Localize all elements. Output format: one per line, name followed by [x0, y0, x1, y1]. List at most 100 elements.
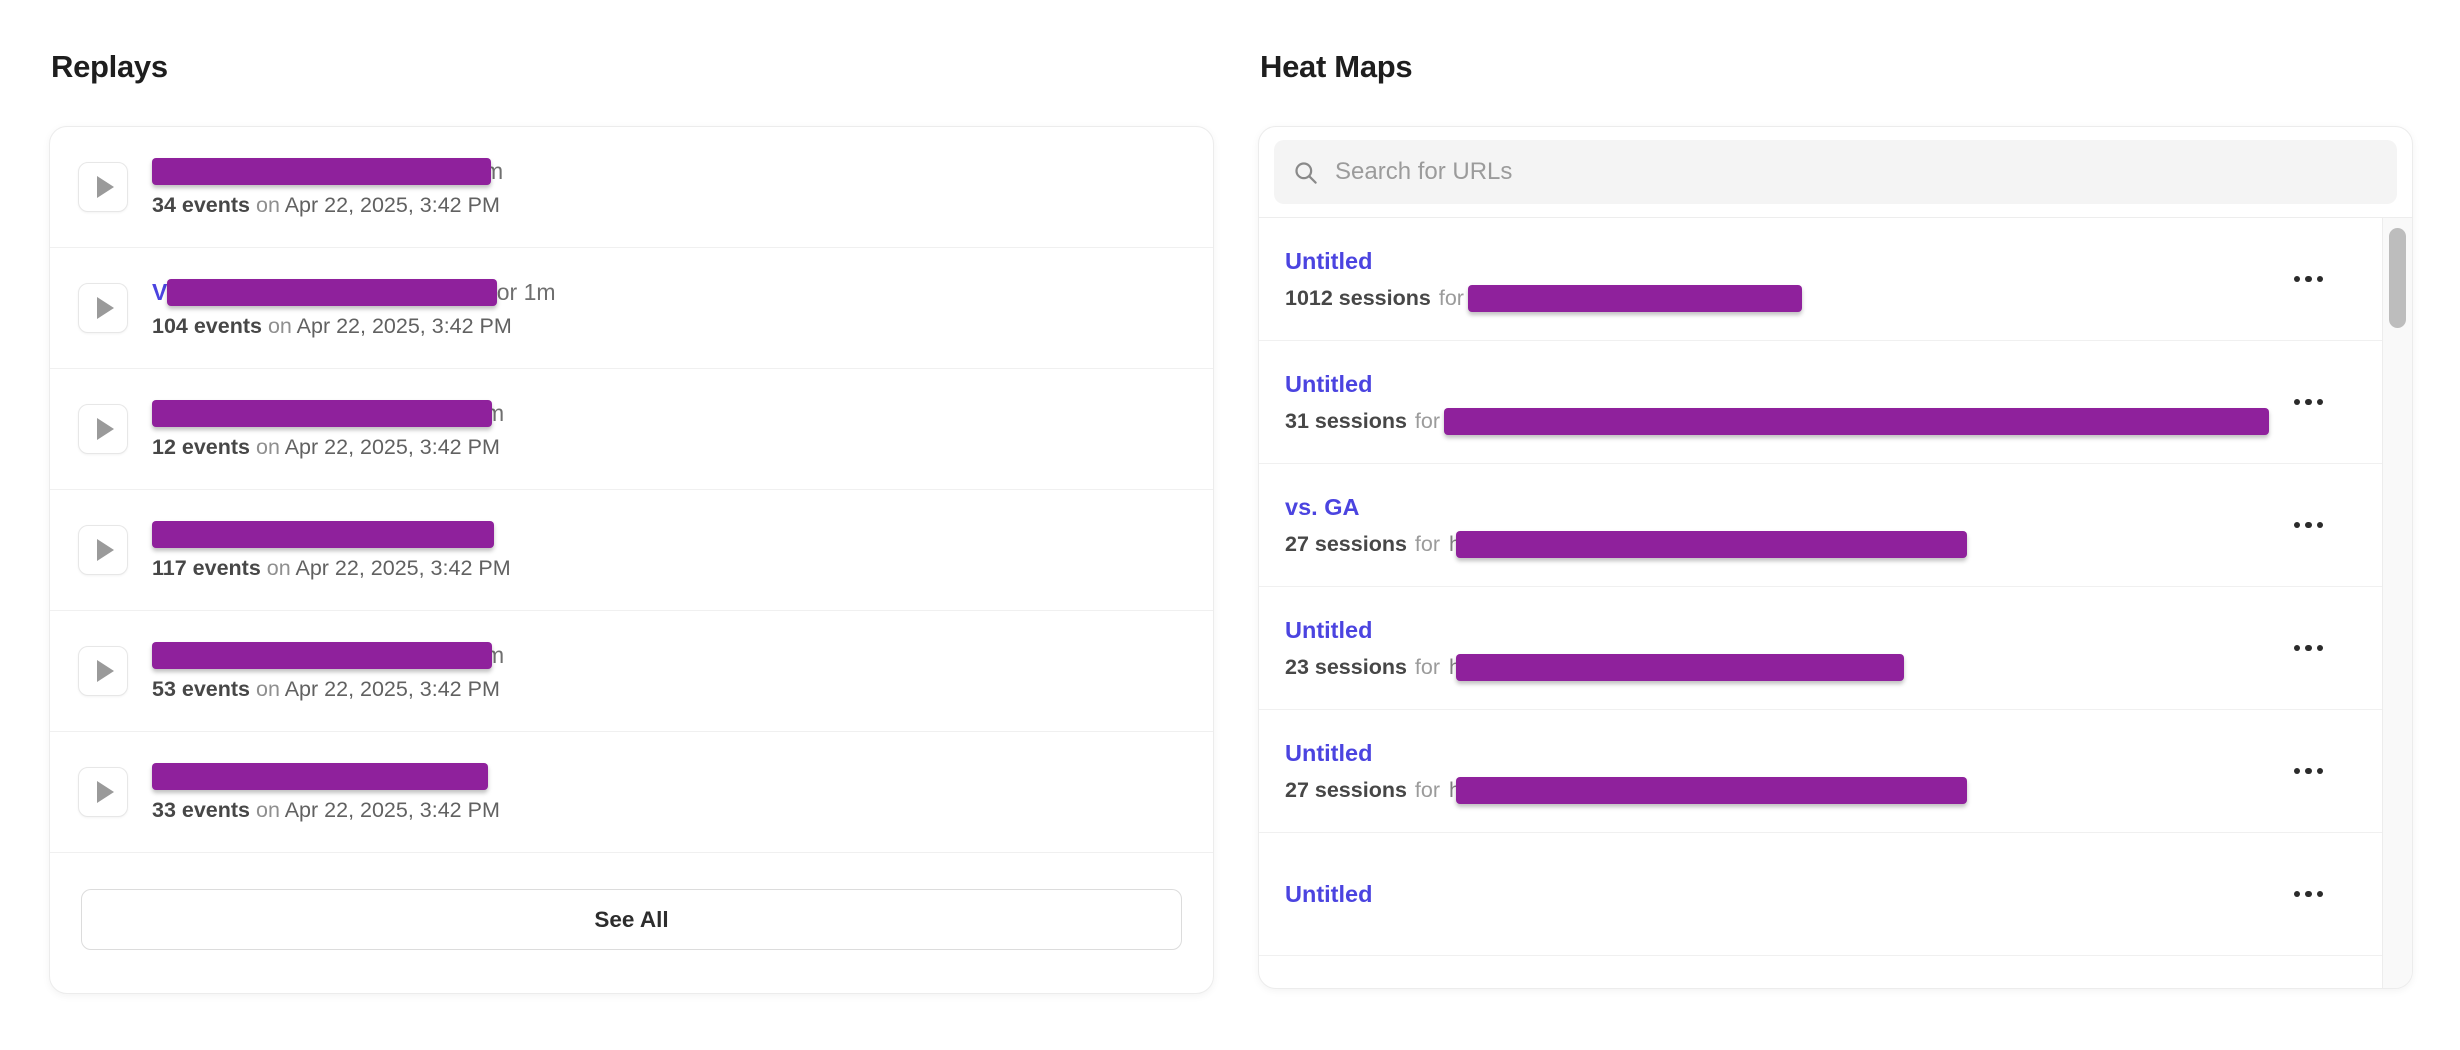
play-button[interactable] [78, 646, 128, 696]
heatmap-info: Untitled 27 sessions for h [1285, 739, 2290, 804]
replays-footer: See All [50, 853, 1213, 950]
heatmap-meta: 1012 sessions for [1285, 284, 2290, 312]
row-menu-button[interactable] [2290, 389, 2328, 416]
event-count: 53 events [152, 676, 251, 701]
url-prefix: h [1449, 778, 1461, 803]
row-menu-button[interactable] [2290, 881, 2328, 908]
scrollbar-thumb[interactable] [2389, 228, 2406, 328]
heatmap-row: Untitled [1259, 956, 2382, 988]
see-all-button[interactable]: See All [81, 889, 1182, 950]
replay-link[interactable]: m [152, 157, 503, 186]
replay-link[interactable]: m [152, 399, 504, 428]
replay-info: m 12 events on Apr 22, 2025, 3:42 PM [152, 399, 504, 460]
heatmap-row: Untitled [1259, 833, 2382, 956]
play-icon [97, 660, 114, 682]
replay-date: Apr 22, 2025, 3:42 PM [295, 555, 511, 580]
heatmap-link[interactable]: vs. GA [1285, 493, 1360, 520]
play-button[interactable] [78, 767, 128, 817]
redaction-bar [1467, 284, 1802, 312]
heatmap-info: Untitled [1285, 880, 2290, 909]
replay-link[interactable] [152, 762, 500, 791]
replay-date: Apr 22, 2025, 3:42 PM [284, 192, 500, 217]
redaction-bar [1455, 530, 1967, 558]
replay-row: 117 events on Apr 22, 2025, 3:42 PM [50, 490, 1213, 611]
heatmap-meta: 27 sessions for h [1285, 776, 2290, 804]
replay-link[interactable]: V for 1m [152, 278, 556, 307]
visitor-name: V [152, 278, 168, 305]
play-button[interactable] [78, 283, 128, 333]
heatmap-link[interactable]: Untitled [1285, 616, 1373, 643]
redaction-bar [1455, 776, 1967, 804]
replay-link[interactable] [152, 520, 511, 549]
heatmap-link[interactable]: Untitled [1285, 984, 1372, 988]
heatmap-info: vs. GA 27 sessions for h [1285, 493, 2290, 558]
search-input[interactable] [1333, 157, 2379, 187]
play-icon [97, 418, 114, 440]
play-button[interactable] [78, 404, 128, 454]
replay-date: Apr 22, 2025, 3:42 PM [296, 313, 512, 338]
heatmap-meta: 23 sessions for h [1285, 653, 2290, 681]
on-label: on [256, 192, 280, 217]
replay-info: 117 events on Apr 22, 2025, 3:42 PM [152, 520, 511, 581]
heatmap-link[interactable]: Untitled [1285, 247, 1373, 274]
replay-meta: 104 events on Apr 22, 2025, 3:42 PM [152, 314, 556, 339]
replay-info: m 53 events on Apr 22, 2025, 3:42 PM [152, 641, 504, 702]
event-count: 34 events [152, 192, 251, 217]
heatmaps-section: Heat Maps Untitled [1258, 50, 2413, 994]
replay-date: Apr 22, 2025, 3:42 PM [284, 797, 500, 822]
dashboard: Replays m 34 events on Apr 22, 2025, 3:4… [49, 50, 2413, 994]
heatmaps-card: Untitled 1012 sessions for Untitled [1258, 126, 2413, 989]
heatmap-row: Untitled 23 sessions for h [1259, 587, 2382, 710]
redaction-bar [152, 641, 492, 669]
replay-date: Apr 22, 2025, 3:42 PM [284, 676, 500, 701]
play-button[interactable] [78, 525, 128, 575]
replay-meta: 34 events on Apr 22, 2025, 3:42 PM [152, 193, 503, 218]
play-button[interactable] [78, 162, 128, 212]
heatmap-info: Untitled 23 sessions for h [1285, 616, 2290, 681]
heatmap-link[interactable]: Untitled [1285, 370, 1373, 397]
heatmap-link[interactable]: Untitled [1285, 739, 1373, 766]
row-menu-button[interactable] [2290, 266, 2328, 293]
on-label: on [267, 313, 292, 338]
heatmap-row: Untitled 27 sessions for h [1259, 710, 2382, 833]
replays-card: m 34 events on Apr 22, 2025, 3:42 PM V f… [49, 126, 1214, 994]
heatmap-row: Untitled 1012 sessions for [1259, 218, 2382, 341]
heatmaps-title: Heat Maps [1260, 49, 1413, 84]
replay-meta: 12 events on Apr 22, 2025, 3:42 PM [152, 435, 504, 460]
replay-row: V for 1m 104 events on Apr 22, 2025, 3:4… [50, 248, 1213, 369]
redaction-bar [1444, 407, 2270, 435]
replays-section: Replays m 34 events on Apr 22, 2025, 3:4… [49, 50, 1214, 994]
heatmaps-list: Untitled 1012 sessions for Untitled [1259, 218, 2382, 988]
replay-date: Apr 22, 2025, 3:42 PM [284, 434, 500, 459]
replay-row: m 34 events on Apr 22, 2025, 3:42 PM [50, 127, 1213, 248]
on-label: on [256, 434, 280, 459]
row-menu-button[interactable] [2290, 758, 2328, 785]
redaction-bar [1455, 653, 1904, 681]
heatmap-info: Untitled 1012 sessions for [1285, 247, 2290, 312]
heatmap-row: vs. GA 27 sessions for h [1259, 464, 2382, 587]
scrollbar-track[interactable] [2382, 218, 2412, 988]
replay-meta: 33 events on Apr 22, 2025, 3:42 PM [152, 798, 500, 823]
event-count: 33 events [152, 797, 251, 822]
row-menu-button[interactable] [2290, 635, 2328, 662]
replay-meta: 117 events on Apr 22, 2025, 3:42 PM [152, 556, 511, 581]
row-menu-button[interactable] [2290, 512, 2328, 539]
replay-row: m 12 events on Apr 22, 2025, 3:42 PM [50, 369, 1213, 490]
on-label: on [266, 555, 291, 580]
heatmap-meta: 31 sessions for [1285, 407, 2290, 435]
for-label: for [1414, 777, 1441, 802]
visit-duration: for 1m [490, 278, 556, 305]
replays-title: Replays [51, 49, 168, 84]
redaction-bar [152, 762, 488, 790]
heatmap-link[interactable]: Untitled [1285, 880, 1373, 907]
for-label: for [1438, 285, 1464, 310]
replay-link[interactable]: m [152, 641, 504, 670]
session-count: 31 sessions [1285, 408, 1407, 433]
url-prefix: h [1449, 655, 1461, 680]
heatmap-row: Untitled 31 sessions for [1259, 341, 2382, 464]
play-icon [97, 539, 114, 561]
event-count: 12 events [152, 434, 251, 459]
redaction-bar [167, 278, 498, 306]
event-count: 117 events [152, 555, 261, 580]
play-icon [97, 297, 114, 319]
